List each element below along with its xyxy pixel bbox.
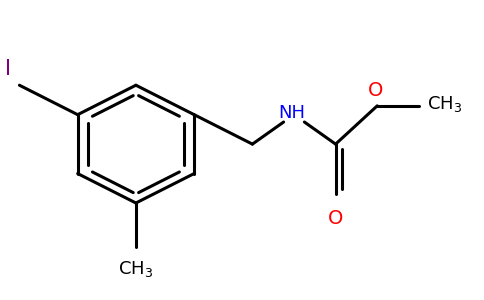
Text: NH: NH <box>278 104 305 122</box>
Text: O: O <box>328 209 343 228</box>
Text: CH$_3$: CH$_3$ <box>427 94 462 114</box>
Text: I: I <box>5 59 11 79</box>
Text: O: O <box>367 81 383 100</box>
Text: CH$_3$: CH$_3$ <box>118 259 153 279</box>
